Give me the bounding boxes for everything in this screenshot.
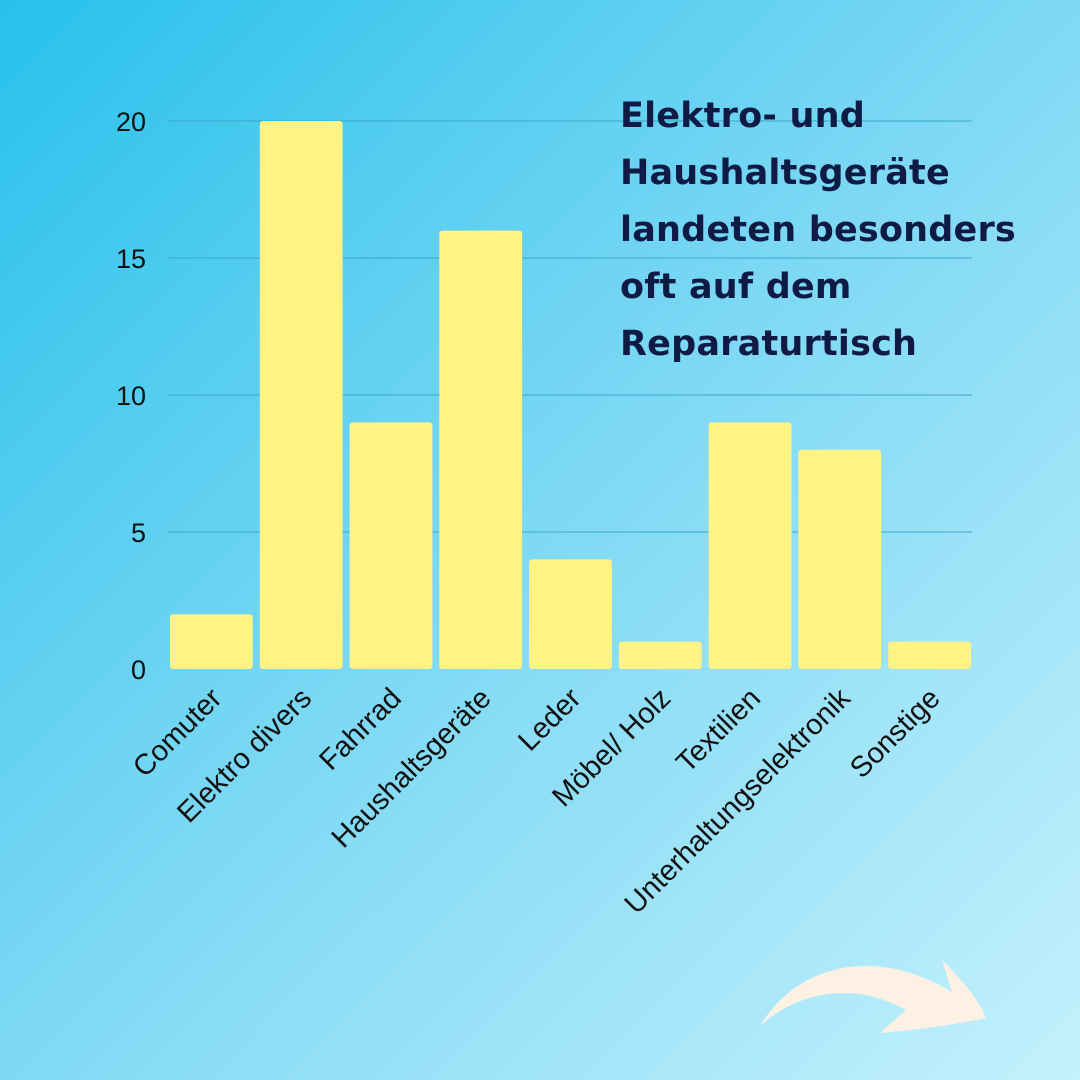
bar bbox=[888, 641, 971, 669]
chart-title-line: oft auf dem bbox=[620, 267, 852, 307]
y-tick-label: 15 bbox=[116, 244, 146, 274]
y-tick-label: 10 bbox=[116, 381, 146, 411]
y-tick-label: 0 bbox=[131, 655, 146, 685]
chart-title: Elektro- und Haushaltsgeräte landeten beso… bbox=[620, 88, 1060, 373]
bar bbox=[259, 121, 343, 669]
bar bbox=[618, 641, 702, 669]
chart-title-line: Haushaltsgeräte bbox=[620, 153, 950, 193]
bar bbox=[170, 614, 253, 669]
bars bbox=[170, 121, 971, 669]
bar bbox=[708, 422, 792, 669]
bar bbox=[349, 422, 433, 669]
x-category-label: Leder bbox=[512, 682, 587, 757]
x-category-label: Haushaltsgeräte bbox=[326, 682, 498, 854]
bar bbox=[798, 449, 882, 669]
curved-arrow-right-icon bbox=[760, 960, 986, 1033]
chart-title-line: Reparaturtisch bbox=[620, 324, 918, 364]
y-tick-label: 5 bbox=[131, 518, 146, 548]
chart-title-line: Elektro- und bbox=[620, 96, 865, 136]
y-tick-label: 20 bbox=[116, 107, 146, 137]
chart-title-line: landeten besonders bbox=[620, 210, 1016, 250]
x-category-label: Sonstige bbox=[844, 682, 946, 784]
bar bbox=[529, 559, 612, 669]
y-axis-ticks: 0 5 10 15 20 bbox=[116, 107, 146, 685]
bar bbox=[439, 230, 523, 669]
